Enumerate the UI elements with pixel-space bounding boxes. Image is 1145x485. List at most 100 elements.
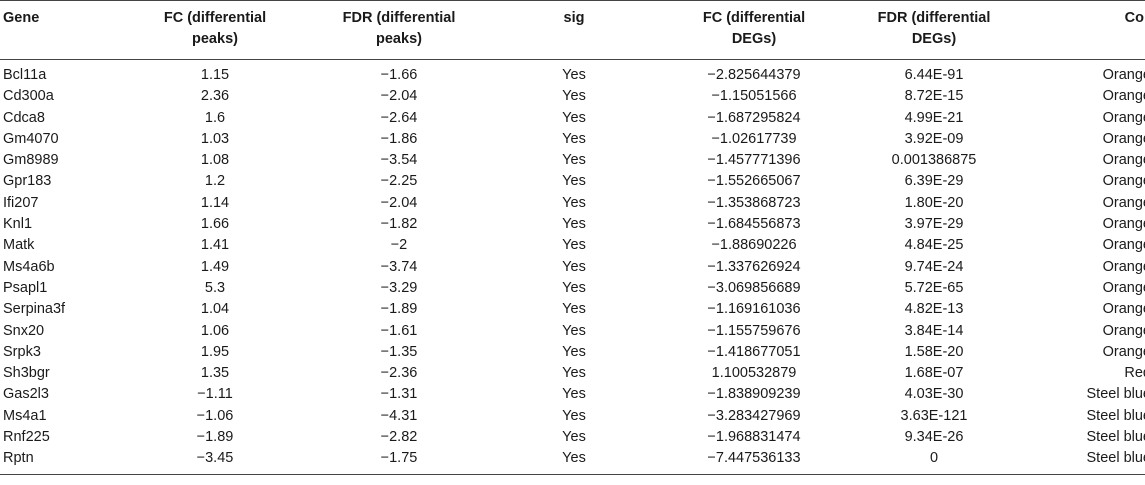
cell-fdr-peaks: −2.25 — [380, 173, 418, 190]
cell-gene: Snx20 — [3, 322, 45, 339]
table-row: Ms4a1 −1.06 −4.31 Yes −3.283427969 3.63E-121 S… — [0, 406, 1145, 427]
cell-fdr-degs: 6.39E-29 — [904, 173, 964, 190]
cell-sig: Yes — [562, 365, 586, 382]
cell-sig: Yes — [562, 386, 586, 403]
cell-fdr-peaks: −1.82 — [380, 216, 418, 233]
cell-col: Steel blue — [1086, 407, 1145, 424]
cell-sig: Yes — [562, 343, 586, 360]
cell-fdr-degs: 0 — [929, 450, 939, 467]
cell-fc-peaks: 1.35 — [200, 365, 230, 382]
cell-fc-peaks: 1.2 — [204, 173, 226, 190]
cell-fc-peaks: 1.49 — [200, 258, 230, 275]
cell-fdr-degs: 1.58E-20 — [904, 343, 964, 360]
cell-col: Steel blue — [1086, 429, 1145, 446]
cell-fc-degs: −1.838909239 — [707, 386, 801, 403]
table-row: Gas2l3 −1.11 −1.31 Yes −1.838909239 4.03E-30 S… — [0, 384, 1145, 405]
cell-fdr-peaks: −3.29 — [380, 279, 418, 296]
header-fdr-peaks-line1: FDR (differential — [342, 10, 456, 26]
cell-fc-degs: −1.169161036 — [707, 301, 801, 318]
cell-sig: Yes — [562, 152, 586, 169]
cell-col: Orange — [1102, 216, 1145, 233]
cell-fc-degs: −1.552665067 — [707, 173, 801, 190]
header-fc-degs-line1: FC (differential — [702, 10, 806, 26]
table-row: Gm4070 1.03 −1.86 Yes −1.02617739 3.92E-09 Ora… — [0, 129, 1145, 150]
cell-fc-degs: −1.88690226 — [711, 237, 797, 254]
cell-gene: Rptn — [3, 450, 34, 467]
cell-fc-degs: −1.337626924 — [707, 258, 801, 275]
cell-gene: Rnf225 — [3, 429, 50, 446]
cell-col: Orange — [1102, 109, 1145, 126]
header-fc-degs-line2: DEGs) — [731, 31, 777, 47]
cell-fdr-degs: 8.72E-15 — [904, 88, 964, 105]
cell-fdr-peaks: −2.04 — [380, 88, 418, 105]
header-row: Gene FC (differential peaks) FDR (differ… — [0, 0, 1145, 60]
header-col: Col — [1124, 10, 1145, 26]
cell-fdr-peaks: −1.86 — [380, 130, 418, 147]
cell-fdr-peaks: −1.75 — [380, 450, 418, 467]
cell-fc-peaks: 1.15 — [200, 67, 230, 83]
cell-fdr-degs: 1.68E-07 — [904, 365, 964, 382]
cell-col: Orange — [1102, 152, 1145, 169]
cell-fdr-peaks: −3.54 — [380, 152, 418, 169]
table-row: Knl1 1.66 −1.82 Yes −1.684556873 3.97E-29 Oran… — [0, 214, 1145, 235]
cell-col: Orange — [1102, 301, 1145, 318]
cell-fdr-peaks: −2.82 — [380, 429, 418, 446]
table-row: Matk 1.41 −2 Yes −1.88690226 4.84E-25 Orange — [0, 235, 1145, 256]
cell-gene: Srpk3 — [3, 343, 41, 360]
cell-fc-degs: −1.15051566 — [711, 88, 797, 105]
cell-fc-peaks: −1.89 — [196, 429, 234, 446]
cell-fdr-degs: 3.84E-14 — [904, 322, 964, 339]
cell-gene: Gas2l3 — [3, 386, 49, 403]
table-row: Ms4a6b 1.49 −3.74 Yes −1.337626924 9.74E-24 Or… — [0, 257, 1145, 278]
cell-gene: Sh3bgr — [3, 365, 50, 382]
cell-fc-peaks: 2.36 — [200, 88, 230, 105]
cell-fc-peaks: 1.03 — [200, 130, 230, 147]
cell-fdr-degs: 5.72E-65 — [904, 279, 964, 296]
gene-table: Gene FC (differential peaks) FDR (differ… — [0, 0, 1145, 475]
cell-fc-peaks: 5.3 — [204, 279, 226, 296]
cell-col: Steel blue — [1086, 450, 1145, 467]
table-row: Bcl11a 1.15 −1.66 Yes −2.825644379 6.44E-91 Or… — [0, 60, 1145, 87]
cell-fdr-degs: 9.34E-26 — [904, 429, 964, 446]
table-header: Gene FC (differential peaks) FDR (differ… — [0, 0, 1145, 60]
cell-fdr-peaks: −2.64 — [380, 109, 418, 126]
table-row: Rnf225 −1.89 −2.82 Yes −1.968831474 9.34E-26 S… — [0, 427, 1145, 448]
cell-fdr-peaks: −2 — [390, 237, 408, 254]
cell-sig: Yes — [562, 450, 586, 467]
cell-col: Orange — [1102, 194, 1145, 211]
header-sig: sig — [563, 10, 585, 26]
cell-gene: Bcl11a — [3, 67, 47, 83]
table-row: Ifi207 1.14 −2.04 Yes −1.353868723 1.80E-20 Or… — [0, 193, 1145, 214]
header-gene: Gene — [3, 10, 40, 26]
header-fdr-degs-line2: DEGs) — [911, 31, 957, 47]
cell-fdr-degs: 6.44E-91 — [904, 67, 964, 83]
header-fc-peaks-line1: FC (differential — [163, 10, 267, 26]
cell-gene: Cd300a — [3, 88, 54, 105]
cell-fdr-peaks: −1.66 — [380, 67, 418, 83]
table-row: Sh3bgr 1.35 −2.36 Yes 1.100532879 1.68E-07 Red — [0, 363, 1145, 384]
cell-gene: Psapl1 — [3, 279, 48, 296]
cell-sig: Yes — [562, 407, 586, 424]
cell-col: Orange — [1102, 279, 1145, 296]
cell-fc-degs: −1.353868723 — [707, 194, 801, 211]
header-fc-peaks-line2: peaks) — [192, 31, 238, 47]
table-body: Bcl11a 1.15 −1.66 Yes −2.825644379 6.44E-91 Or… — [0, 60, 1145, 475]
cell-fc-peaks: −3.45 — [196, 450, 234, 467]
cell-fc-degs: −1.457771396 — [707, 152, 801, 169]
cell-fc-degs: −2.825644379 — [707, 67, 801, 83]
cell-fc-peaks: 1.41 — [200, 237, 230, 254]
cell-fc-degs: −7.447536133 — [707, 450, 801, 467]
cell-col: Orange — [1102, 343, 1145, 360]
cell-fc-degs: −1.418677051 — [707, 343, 801, 360]
table-row: Gm8989 1.08 −3.54 Yes −1.457771396 0.00138687… — [0, 150, 1145, 171]
cell-gene: Ms4a6b — [3, 258, 55, 275]
cell-fc-degs: 1.100532879 — [711, 365, 797, 382]
cell-gene: Ifi207 — [3, 194, 39, 211]
table-row: Cd300a 2.36 −2.04 Yes −1.15051566 8.72E-15 Ora… — [0, 86, 1145, 107]
cell-fdr-degs: 0.001386875 — [891, 152, 977, 169]
cell-fc-peaks: 1.95 — [200, 343, 230, 360]
cell-fc-peaks: 1.66 — [200, 216, 230, 233]
cell-sig: Yes — [562, 237, 586, 254]
cell-fc-degs: −1.155759676 — [707, 322, 801, 339]
